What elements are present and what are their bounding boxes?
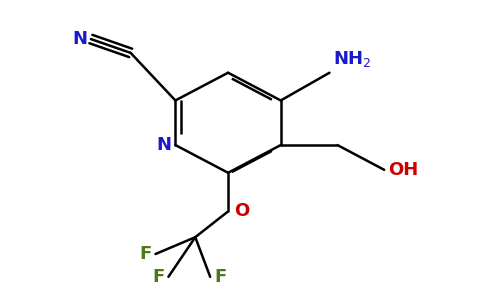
Text: N: N <box>156 136 171 154</box>
Text: F: F <box>214 268 227 286</box>
Text: NH$_2$: NH$_2$ <box>333 49 372 69</box>
Text: F: F <box>139 245 151 263</box>
Text: O: O <box>234 202 249 220</box>
Text: N: N <box>72 30 87 48</box>
Text: F: F <box>152 268 165 286</box>
Text: OH: OH <box>388 161 418 179</box>
